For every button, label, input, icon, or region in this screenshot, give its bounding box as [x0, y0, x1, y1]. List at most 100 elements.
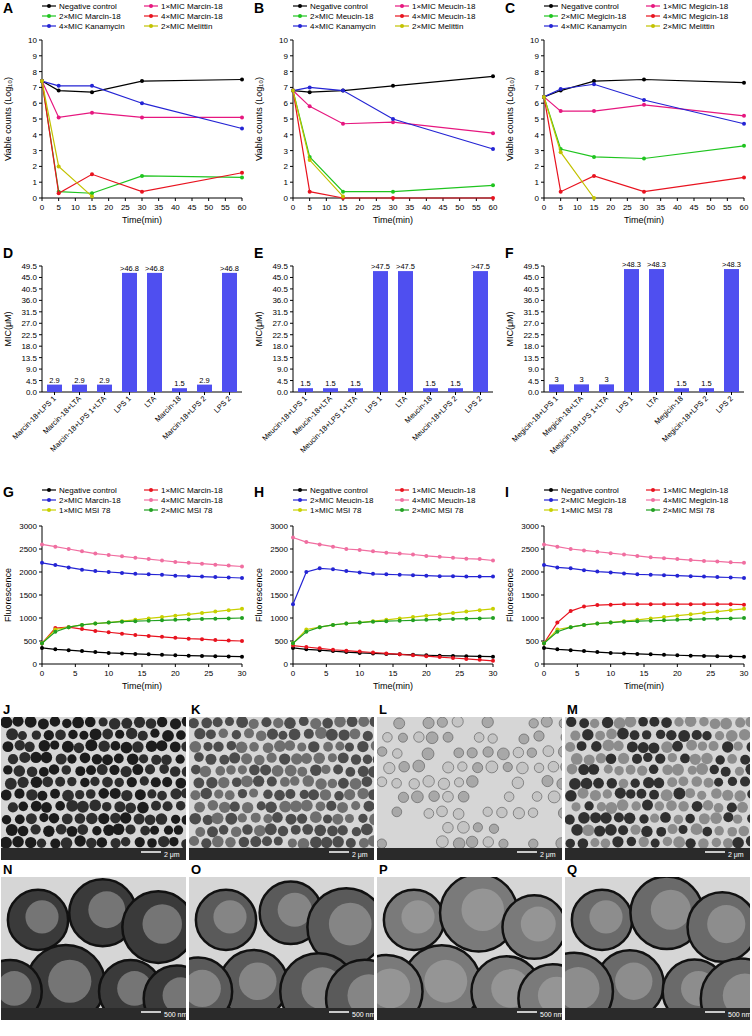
- point: [240, 175, 244, 179]
- cell: [42, 776, 53, 787]
- cell: [414, 732, 424, 742]
- point: [675, 574, 679, 578]
- cell: [274, 740, 286, 752]
- point: [609, 570, 613, 574]
- bar-panel: D0.04.59.013.518.022.527.031.536.040.545…: [3, 245, 242, 454]
- x-tick: [175, 664, 176, 667]
- cell: [577, 741, 587, 751]
- cell: [607, 778, 617, 788]
- x-tick-label: LPS 2: [212, 394, 233, 415]
- cell: [655, 801, 665, 811]
- panel-label: D: [3, 245, 13, 261]
- cell: [723, 812, 733, 822]
- x-tick-label: 50: [455, 203, 464, 212]
- x-tick: [326, 198, 327, 201]
- x-tick-label: 25: [372, 203, 381, 212]
- legend-label: 1×MIC Marcin-18: [161, 486, 223, 495]
- cell: [443, 822, 454, 833]
- point: [140, 101, 144, 105]
- legend-item: 1×MIC Megicin-18: [646, 2, 729, 11]
- x-tick: [330, 392, 331, 395]
- point: [478, 658, 482, 662]
- cell: [394, 718, 405, 729]
- series-line: [42, 618, 242, 643]
- y-tick-label: 5: [33, 115, 38, 124]
- legend-marker: [298, 14, 302, 18]
- cell: [195, 827, 205, 837]
- cell: [569, 778, 581, 790]
- point: [40, 641, 44, 645]
- point: [213, 638, 217, 642]
- legend-label: 1×MIC Marcin-18: [161, 2, 223, 11]
- legend-item: 4×MIC Kanamycin: [293, 22, 376, 31]
- point: [642, 103, 646, 107]
- scale-bar: [705, 1011, 725, 1013]
- cell: [207, 826, 218, 837]
- cell-inner: [213, 900, 246, 933]
- cell: [691, 823, 703, 835]
- y-axis-title: MIC(μM): [3, 311, 13, 346]
- cell-inner: [329, 903, 372, 946]
- data-label: 1.5: [676, 379, 686, 388]
- point: [491, 655, 495, 659]
- cell: [369, 814, 374, 826]
- point: [341, 89, 345, 93]
- cell: [604, 765, 613, 774]
- cell: [120, 812, 131, 823]
- scale-bar-label: 2 μm: [164, 851, 180, 859]
- point: [689, 558, 693, 562]
- cell: [558, 807, 562, 818]
- y-tick: [290, 300, 293, 301]
- cell: [138, 731, 148, 741]
- point: [227, 608, 231, 612]
- cell: [280, 777, 290, 787]
- point: [173, 618, 177, 622]
- y-tick-label: 31.5: [523, 308, 539, 317]
- point: [213, 610, 217, 614]
- point: [689, 617, 693, 621]
- cell: [643, 753, 652, 762]
- cell: [666, 800, 677, 811]
- point: [555, 565, 559, 569]
- cell: [422, 748, 434, 760]
- x-tick: [577, 664, 578, 667]
- cell: [642, 800, 653, 811]
- x-tick-label: Marcin-18+LPS 2: [160, 394, 207, 441]
- series-line: [293, 568, 493, 604]
- point: [391, 190, 395, 194]
- y-tick-label: 49.5: [21, 262, 37, 271]
- y-tick: [39, 119, 42, 120]
- cell: [559, 718, 562, 728]
- image-background: [377, 717, 562, 860]
- y-tick: [39, 369, 42, 370]
- cell: [273, 718, 283, 728]
- legend-marker: [47, 488, 51, 492]
- cell: [37, 791, 47, 801]
- cell: [740, 755, 750, 765]
- cell: [714, 803, 724, 813]
- point: [609, 603, 613, 607]
- legend-item: 4×MIC Megicin-18: [646, 12, 729, 21]
- cell: [98, 813, 109, 824]
- cell: [529, 719, 538, 728]
- point: [569, 625, 573, 629]
- legend-marker: [651, 4, 655, 8]
- x-tick: [242, 198, 243, 201]
- point: [318, 646, 322, 650]
- cell: [529, 839, 538, 848]
- cell: [50, 789, 60, 799]
- y-tick-label: 500: [24, 637, 38, 646]
- cell: [18, 826, 29, 837]
- x-tick-label: 30: [138, 203, 147, 212]
- point: [542, 95, 546, 99]
- point: [107, 553, 111, 557]
- x-tick: [208, 198, 209, 201]
- legend-label: 1×MIC Meucin-18: [412, 486, 476, 495]
- y-tick-label: 0.0: [528, 388, 540, 397]
- y-tick-label: 0: [33, 660, 38, 669]
- y-tick-label: 45.0: [523, 273, 539, 282]
- cell: [584, 801, 593, 810]
- legend-item: 4×MIC Meucin-18: [395, 12, 476, 21]
- legend-label: 1×MIC MSI 78: [310, 506, 362, 515]
- cell: [18, 802, 28, 812]
